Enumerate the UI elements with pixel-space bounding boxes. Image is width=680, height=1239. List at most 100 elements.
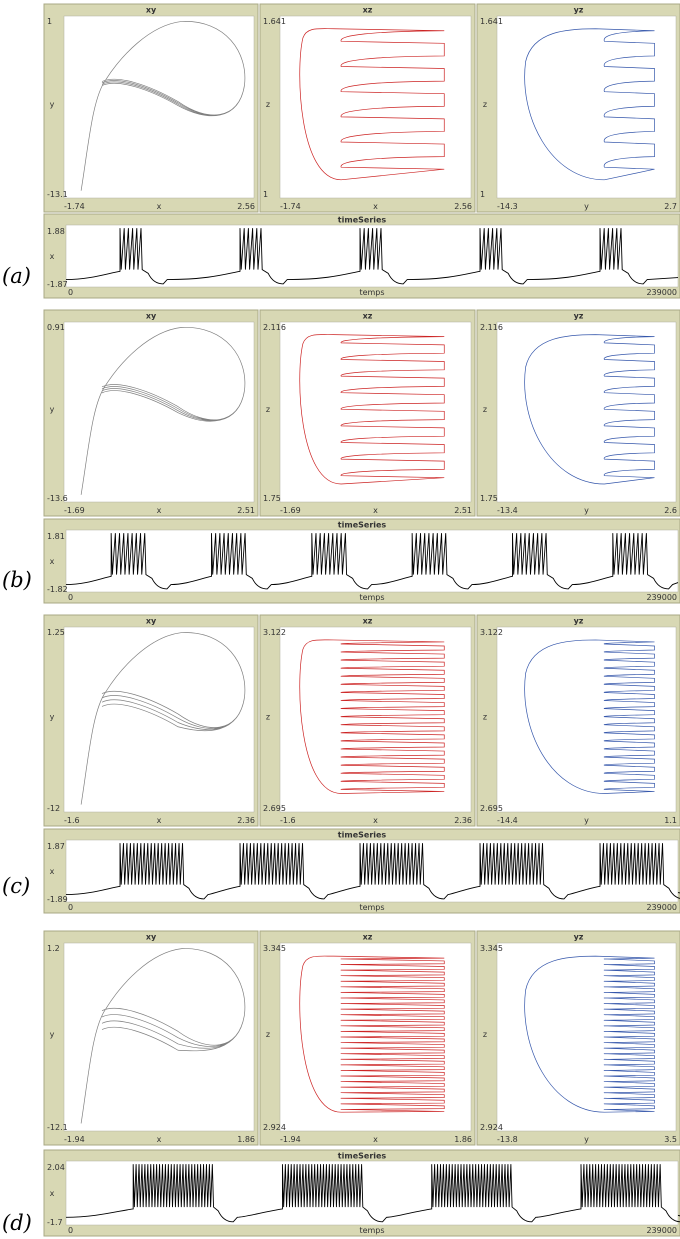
- panel-d-timeseries-plot: timeSeries 2.04 -1.7 0 239000 temps x: [43, 1149, 680, 1237]
- panel-b-timeseries-xtick-max: 239000: [646, 593, 677, 602]
- panel-c-yz-ylabel: z: [483, 713, 487, 722]
- panel-d-timeseries-xlabel: temps: [359, 1226, 384, 1235]
- panel-a-xz-xtick-max: 2.56: [454, 202, 472, 211]
- panel-a-timeseries-ylabel: x: [50, 252, 55, 261]
- panel-c-xz-xtick-max: 2.36: [454, 816, 472, 825]
- panel-c-timeseries-xtick-max: 239000: [646, 903, 677, 912]
- panel-b: (b)xy0.91-13.6-1.69 2.51xyxz2.1161.75-1.6…: [2, 309, 680, 604]
- panel-b-yz-area: [496, 321, 677, 503]
- panel-a-timeseries-xlabel: temps: [359, 288, 384, 297]
- panel-d-label: (d): [2, 1211, 32, 1235]
- panel-d-xz-xtick-min: -1.94: [280, 1135, 301, 1144]
- panel-b-label: (b): [2, 568, 32, 592]
- panel-b-timeseries-plot: timeSeries 1.81 -1.820 239000 temps x: [43, 518, 680, 604]
- panel-c-timeseries-xtick-min: 0: [68, 903, 73, 912]
- panel-d-timeseries-signal: [65, 1164, 680, 1223]
- panel-d-xz-trajectory: [299, 955, 445, 1113]
- panel-b-xy-ytick-min: -13.6: [47, 494, 68, 503]
- panel-c-xz-title: xz: [363, 617, 373, 626]
- panel-a-timeseries-signal: [65, 228, 679, 285]
- panel-b-timeseries-area: [65, 529, 679, 593]
- panel-b-xz-ytick-min: 1.75: [263, 494, 281, 503]
- panel-a-yz-area: [496, 15, 677, 199]
- panel-d-xy-ylabel: y: [50, 1030, 55, 1039]
- panel-b-yz-xtick-max: 2.6: [664, 506, 677, 515]
- panel-d-timeseries-xtick-max: 239000: [646, 1226, 677, 1235]
- panel-d-xz-title: xz: [363, 933, 373, 942]
- panel-a-timeseries-plot: timeSeries 1.88 -1.870 239000 temps x: [43, 213, 680, 299]
- panel-d-xy-title: xy: [146, 933, 157, 942]
- panel-d-yz-trajectory: [524, 955, 655, 1113]
- panel-a-yz-xtick-min: -14.3: [497, 202, 518, 211]
- panel-b-xz-trajectory: [299, 334, 445, 485]
- panel-d-xz-ylabel: z: [266, 1030, 270, 1039]
- panel-a-yz-title: yz: [574, 6, 584, 15]
- panel-a-xz-xlabel: x: [373, 202, 378, 211]
- panel-c-xy-xtick-min: -1.6: [64, 816, 80, 825]
- panel-c-xy-ytick-max: 1.25: [47, 628, 65, 637]
- panel-c-timeseries-ytick-max: 1.87: [47, 842, 65, 851]
- panel-c-timeseries-plot: timeSeries 1.87 -1.890 239000 temps x: [43, 828, 680, 914]
- panel-c-xy-xtick-max: 2.36: [237, 816, 255, 825]
- panel-c-xz-ylabel: z: [266, 713, 270, 722]
- panel-a-yz-trajectory: [524, 28, 655, 181]
- panel-d-timeseries-ytick-min: -1.7: [47, 1218, 63, 1227]
- panel-d-yz-ytick-min: 2.924: [480, 1123, 503, 1132]
- panel-c-xy-trajectory: [80, 632, 246, 805]
- panel-b-xz-ylabel: z: [266, 405, 270, 414]
- panel-a-timeseries-xtick-min: 0: [68, 288, 73, 297]
- panel-a-xy-ylabel: y: [50, 100, 55, 109]
- panel-a-yz-ytick-max: 1.641: [480, 17, 503, 26]
- panel-d-xy-xtick-max: 1.86: [237, 1135, 255, 1144]
- panel-a-xz-ylabel: z: [266, 100, 270, 109]
- panel-d-xy-area: [63, 942, 255, 1132]
- panel-a-xy-xlabel: x: [157, 202, 162, 211]
- panel-b-timeseries-xtick-min: 0: [68, 593, 73, 602]
- panel-d-yz-ylabel: z: [483, 1030, 487, 1039]
- panel-c-yz-area: [496, 626, 677, 813]
- panel-d-yz-xtick-max: 3.5: [664, 1135, 677, 1144]
- panel-c-xz-area: [279, 626, 472, 813]
- panel-a-timeseries-ytick-max: 1.88: [47, 227, 65, 236]
- panel-a-xy-ytick-min: -13.1: [47, 190, 68, 199]
- panel-a-xy-area: [63, 15, 255, 199]
- panel-b-xy-trajectory: [80, 327, 246, 495]
- panel-c-xz-xtick-min: -1.6: [280, 816, 296, 825]
- panel-d-xy-xtick-min: -1.94: [64, 1135, 85, 1144]
- panel-b-yz-title: yz: [574, 312, 584, 321]
- panel-b-yz-ytick-min: 1.75: [480, 494, 498, 503]
- panel-b-xz-title: xz: [363, 312, 373, 321]
- panel-c-yz-xtick-min: -14.4: [497, 816, 518, 825]
- panel-c-xz-ytick-max: 3.122: [263, 628, 286, 637]
- panel-d-yz-area: [496, 942, 677, 1132]
- panel-a-xy-ytick-max: 1: [47, 17, 52, 26]
- panel-b-xy-area: [63, 321, 255, 503]
- panel-b-timeseries-signal: [65, 533, 679, 590]
- panel-b-xy-xtick-max: 2.51: [237, 506, 255, 515]
- panel-b-timeseries-ylabel: x: [50, 557, 55, 566]
- panel-c-xy-xlabel: x: [157, 816, 162, 825]
- panel-c-xy-title: xy: [146, 617, 157, 626]
- panel-b-xz-xtick-max: 2.51: [454, 506, 472, 515]
- panel-b-xy-ylabel: y: [50, 405, 55, 414]
- panel-d-xz-ytick-max: 3.345: [263, 944, 286, 953]
- panel-b-xy-title: xy: [146, 312, 157, 321]
- panel-d-timeseries-title: timeSeries: [338, 1152, 387, 1161]
- panel-c-yz-ytick-max: 3.122: [480, 628, 503, 637]
- panel-c-xy-area: [63, 626, 255, 813]
- panel-c-xz-ytick-min: 2.695: [263, 804, 286, 813]
- panel-b-xy-xlabel: x: [157, 506, 162, 515]
- panel-d-xy-xlabel: x: [157, 1135, 162, 1144]
- panel-b-timeseries-xlabel: temps: [359, 593, 384, 602]
- panel-d-xz-xlabel: x: [373, 1135, 378, 1144]
- panel-d-timeseries-ylabel: x: [50, 1189, 55, 1198]
